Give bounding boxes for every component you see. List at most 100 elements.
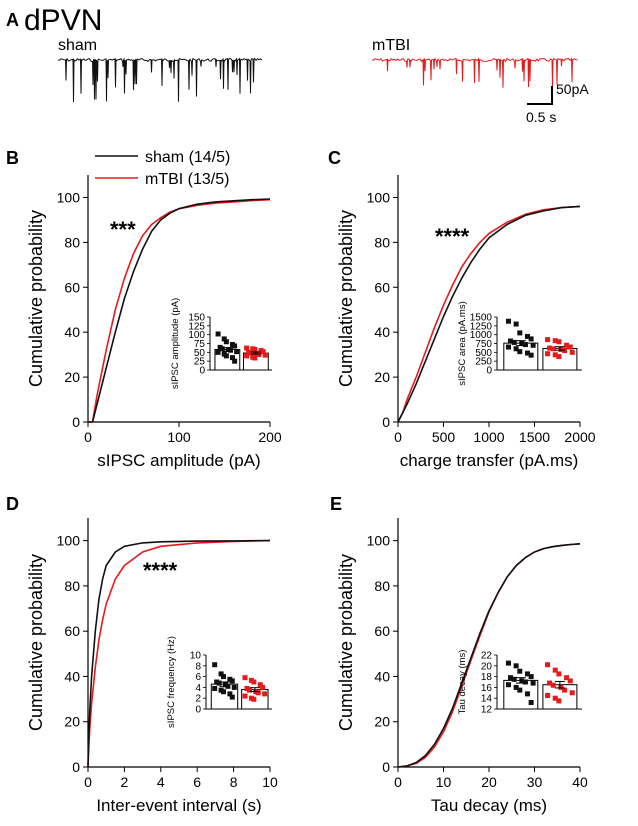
- y-tick-label: 40: [374, 668, 390, 684]
- inset-point-sham: [227, 347, 233, 353]
- sham-cdf-line: [397, 543, 581, 768]
- inset-point-mtbi: [569, 349, 575, 355]
- mtbi-trace-label: mTBI: [372, 37, 410, 54]
- inset-point-sham: [229, 678, 235, 684]
- inset-point-mtbi: [567, 344, 573, 350]
- x-axis-label: Tau decay (ms): [431, 796, 547, 815]
- y-tick-label: 60: [64, 279, 80, 295]
- inset-y-tick-label: 12: [481, 705, 493, 716]
- inset-point-sham: [513, 346, 519, 352]
- inset-point-sham: [215, 331, 221, 337]
- y-tick-label: 0: [72, 759, 80, 775]
- inset-y-tick-label: 100: [188, 330, 205, 341]
- inset-y-axis-label: sIPSC area (pA.ms): [457, 301, 468, 385]
- inset-point-sham: [505, 682, 511, 688]
- inset-y-tick-label: 250: [475, 357, 492, 368]
- inset-point-mtbi: [251, 696, 257, 702]
- inset-y-tick-label: 1250: [470, 321, 493, 332]
- inset-point-mtbi: [255, 690, 261, 696]
- inset-y-tick-label: 8: [195, 661, 201, 672]
- inset-point-sham: [227, 691, 233, 697]
- x-tick-label: 0: [84, 429, 92, 445]
- inset-point-mtbi: [550, 682, 556, 688]
- y-tick-label: 40: [64, 324, 80, 340]
- inset-y-tick-label: 0: [199, 366, 205, 377]
- inset-point-mtbi: [248, 350, 254, 356]
- inset-point-sham: [519, 678, 525, 684]
- inset-y-tick-label: 25: [194, 357, 206, 368]
- inset-point-sham: [524, 691, 530, 697]
- y-tick-label: 40: [64, 668, 80, 684]
- x-tick-label: 2: [121, 774, 129, 790]
- y-tick-label: 100: [57, 533, 81, 549]
- inset-point-mtbi: [552, 338, 558, 344]
- legend-sham-label: sham (14/5): [145, 149, 230, 166]
- y-tick-label: 80: [64, 234, 80, 250]
- y-tick-label: 60: [374, 279, 390, 295]
- scale-bar-current: 50pA: [556, 81, 589, 97]
- inset-point-mtbi: [242, 693, 248, 699]
- inset-point-mtbi: [567, 678, 573, 684]
- inset-point-mtbi: [246, 687, 252, 693]
- inset-point-sham: [505, 344, 511, 350]
- inset-point-mtbi: [552, 695, 558, 701]
- trace-group: [57, 57, 578, 103]
- inset-y-tick-label: 16: [481, 683, 493, 694]
- inset-point-sham: [220, 689, 226, 695]
- inset-point-sham: [524, 671, 530, 677]
- inset-point-sham: [517, 330, 523, 336]
- inset-y-tick-label: 75: [194, 339, 206, 350]
- inset-point-sham: [220, 674, 226, 680]
- y-axis-label: Cumulative probability: [336, 210, 356, 387]
- inset-point-mtbi: [547, 680, 553, 686]
- inset-point-mtbi: [552, 667, 558, 673]
- y-tick-label: 100: [367, 189, 391, 205]
- inset-point-sham: [507, 338, 513, 344]
- inset-point-mtbi: [545, 337, 551, 343]
- panel-b-chart: 0 20 40 60 80 100 0 100 200 sIPSC amplitude (pA) C…: [26, 175, 282, 470]
- y-tick-label: 60: [374, 623, 390, 639]
- inset-point-sham: [234, 349, 240, 355]
- inset-point-mtbi: [257, 682, 263, 688]
- inset-y-tick-label: 6: [195, 672, 201, 683]
- y-axis-label: Cumulative probability: [336, 554, 356, 731]
- inset-point-mtbi: [545, 662, 551, 668]
- x-tick-label: 0: [394, 774, 402, 790]
- panel-d-letter: D: [6, 494, 19, 514]
- inset-point-sham: [505, 318, 511, 324]
- x-tick-label: 40: [572, 774, 588, 790]
- x-axis-label: Inter-event interval (s): [96, 796, 261, 815]
- mtbi-cdf-line: [397, 205, 581, 423]
- inset-point-mtbi: [545, 351, 551, 357]
- inset-point-sham: [517, 349, 523, 355]
- inset-point-mtbi: [244, 353, 250, 359]
- inset-y-tick-label: 0: [486, 366, 492, 377]
- x-tick-label: 0: [84, 774, 92, 790]
- panel-e-letter: E: [330, 494, 342, 514]
- inset-point-sham: [232, 358, 238, 364]
- inset-point-sham: [218, 671, 224, 677]
- x-axis-label: sIPSC amplitude (pA): [97, 451, 260, 470]
- inset-point-sham: [513, 663, 519, 669]
- y-tick-label: 80: [374, 234, 390, 250]
- inset-y-axis-label: sIPSC amplitude (pA): [170, 298, 181, 389]
- inset-point-mtbi: [547, 345, 553, 351]
- inset-y-tick-label: 50: [194, 348, 206, 359]
- y-tick-label: 0: [72, 414, 80, 430]
- inset-point-sham: [215, 349, 221, 355]
- scale-bar: [527, 86, 553, 105]
- inset-point-sham: [528, 674, 534, 680]
- y-axis-label: Cumulative probability: [26, 210, 46, 387]
- inset-point-sham: [507, 675, 513, 681]
- x-tick-label: 10: [262, 774, 278, 790]
- mtbi-cdf-line: [88, 198, 271, 423]
- mtbi-cdf-line: [87, 539, 271, 768]
- inset-point-mtbi: [550, 346, 556, 352]
- inset-point-mtbi: [242, 675, 248, 681]
- inset-y-tick-label: 0: [195, 705, 201, 716]
- panel-a-letter: A: [6, 10, 19, 30]
- inset-point-mtbi: [252, 347, 258, 353]
- inset-point-sham: [517, 687, 523, 693]
- inset-point-sham: [232, 343, 238, 349]
